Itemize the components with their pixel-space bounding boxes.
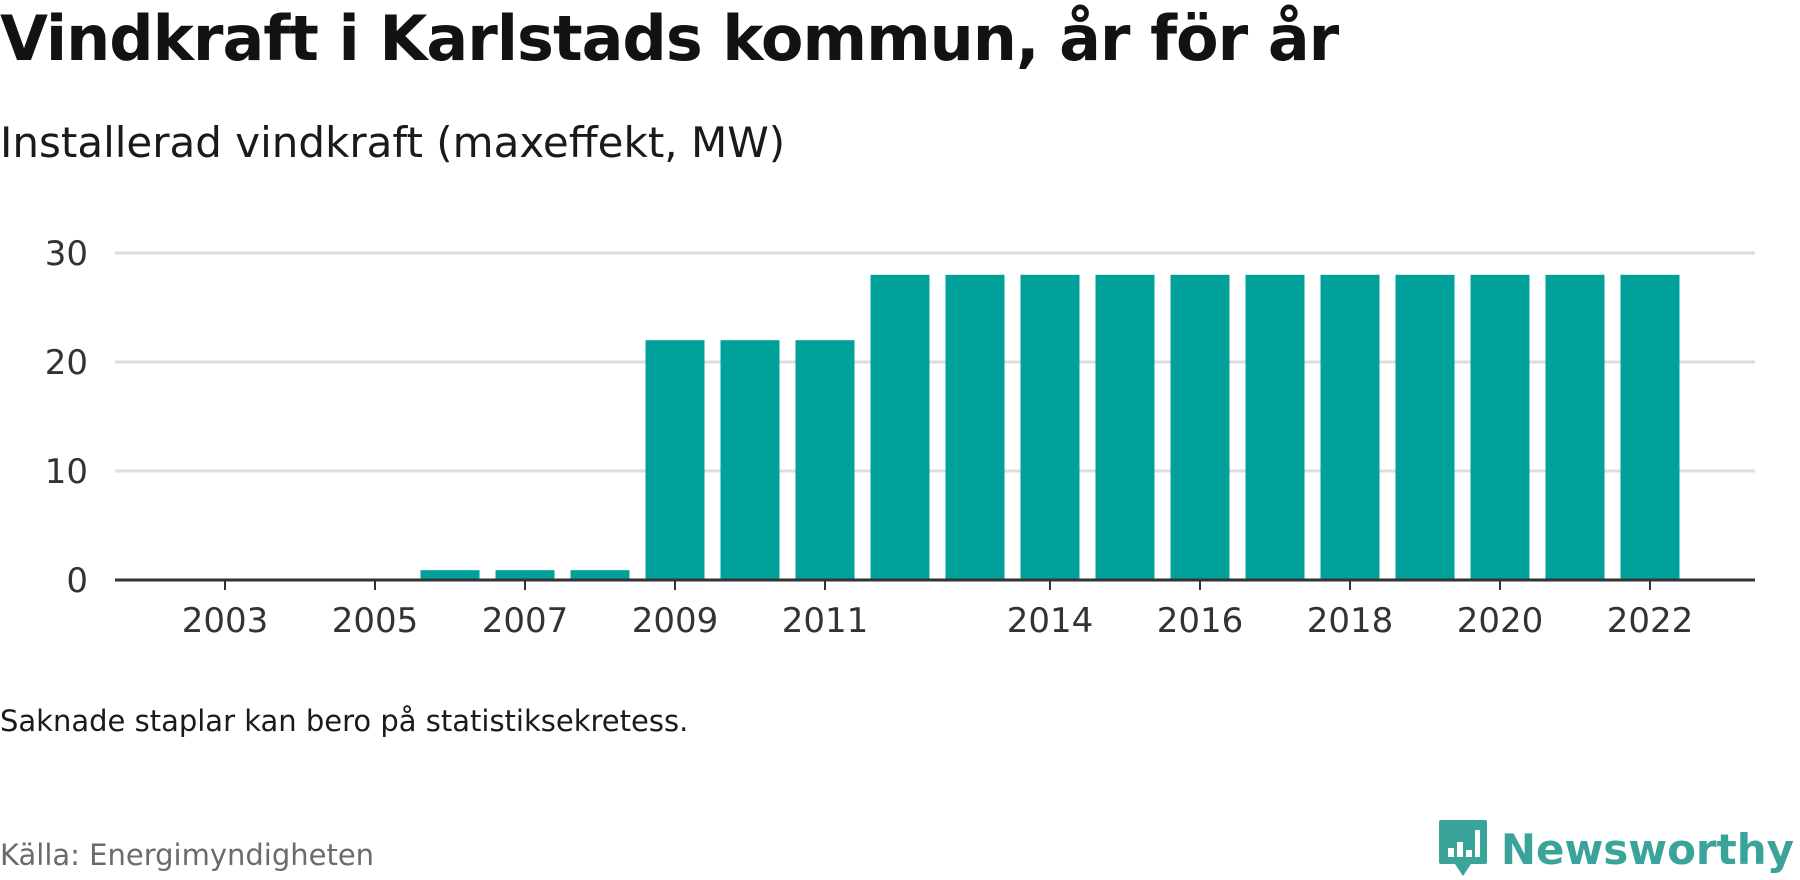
source-text: Källa: Energimyndigheten — [0, 838, 375, 872]
x-tick-label: 2016 — [1157, 601, 1244, 641]
brand-name: Newsworthy — [1500, 824, 1794, 874]
bar-2007 — [495, 570, 555, 580]
footnote: Saknade staplar kan bero på statistiksek… — [0, 704, 689, 738]
x-tick-label: 2005 — [332, 601, 419, 641]
chart-title: Vindkraft i Karlstads kommun, år för år — [0, 2, 1339, 75]
y-axis-ticks: 0 10 20 30 — [45, 234, 88, 601]
x-tick-label: 2003 — [182, 601, 269, 641]
bar-2010 — [720, 340, 780, 580]
bar-2019 — [1395, 274, 1455, 580]
bars — [420, 274, 1680, 580]
x-axis-ticks: 2003 2005 2007 2009 2011 2014 2016 2018 2020 2022 — [182, 580, 1694, 641]
chart-subtitle: Installerad vindkraft (maxeffekt, MW) — [0, 118, 786, 167]
bar-2016 — [1170, 274, 1230, 580]
bar-2009 — [645, 340, 705, 580]
bar-2006 — [420, 570, 480, 580]
x-tick-label: 2007 — [482, 601, 569, 641]
bar-2008 — [570, 570, 630, 580]
x-tick-label: 2022 — [1607, 601, 1694, 641]
x-tick-label: 2009 — [632, 601, 719, 641]
newsworthy-logo-icon — [1438, 820, 1487, 876]
bar-2017 — [1245, 274, 1305, 580]
bar-2021 — [1545, 274, 1605, 580]
bar-2013 — [945, 274, 1005, 580]
y-tick-label: 20 — [45, 343, 88, 383]
bar-2012 — [870, 274, 930, 580]
bar-2011 — [795, 340, 855, 580]
x-tick-label: 2011 — [782, 601, 869, 641]
bar-2018 — [1320, 274, 1380, 580]
bar-2020 — [1470, 274, 1530, 580]
y-tick-label: 10 — [45, 452, 88, 492]
x-tick-label: 2020 — [1457, 601, 1544, 641]
y-tick-label: 30 — [45, 234, 88, 274]
bar-2014 — [1020, 274, 1080, 580]
x-tick-label: 2014 — [1007, 601, 1094, 641]
x-tick-label: 2018 — [1307, 601, 1394, 641]
bar-2015 — [1095, 274, 1155, 580]
brand-logo[interactable]: Newsworthy — [1437, 818, 1794, 880]
y-tick-label: 0 — [66, 561, 88, 601]
bar-chart: 0 10 20 30 2003 2005 2007 2009 2011 2014 2016 2018… — [45, 234, 1755, 641]
bar-2022 — [1620, 274, 1680, 580]
